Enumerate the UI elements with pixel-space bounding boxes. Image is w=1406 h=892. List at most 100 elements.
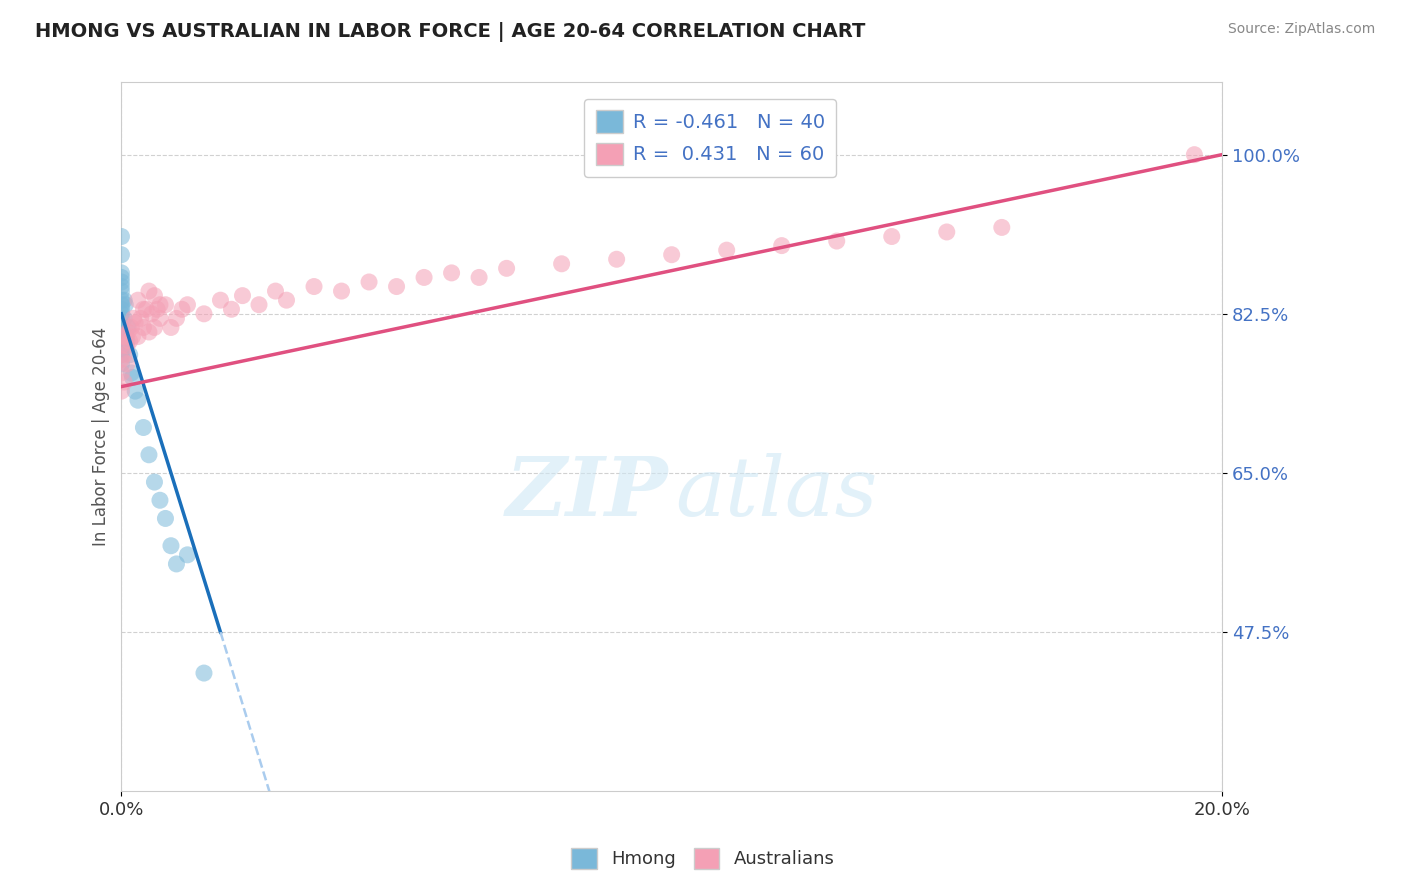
Point	[110, 311, 132, 326]
Y-axis label: In Labor Force | Age 20-64: In Labor Force | Age 20-64	[93, 327, 110, 546]
Point	[120, 366, 142, 380]
Point	[135, 302, 157, 317]
Point	[110, 325, 132, 339]
Point	[110, 339, 132, 353]
Point	[606, 252, 628, 267]
Point	[770, 238, 793, 252]
Point	[170, 302, 193, 317]
Point	[440, 266, 463, 280]
Point	[115, 329, 138, 343]
Point	[122, 311, 145, 326]
Point	[149, 311, 172, 326]
Point	[149, 493, 172, 508]
Point	[110, 384, 132, 398]
Point	[110, 329, 132, 343]
Point	[115, 329, 138, 343]
Point	[160, 320, 183, 334]
Point	[661, 248, 683, 262]
Point	[118, 348, 141, 362]
Point	[124, 316, 146, 330]
Point	[138, 325, 160, 339]
Point	[413, 270, 436, 285]
Point	[112, 375, 135, 389]
Point	[221, 302, 243, 317]
Point	[124, 384, 146, 398]
Point	[110, 348, 132, 362]
Point	[118, 334, 141, 348]
Point	[1182, 147, 1205, 161]
Point	[716, 243, 738, 257]
Point	[110, 298, 132, 312]
Point	[132, 302, 155, 317]
Text: Source: ZipAtlas.com: Source: ZipAtlas.com	[1227, 22, 1375, 37]
Text: HMONG VS AUSTRALIAN IN LABOR FORCE | AGE 20-64 CORRELATION CHART: HMONG VS AUSTRALIAN IN LABOR FORCE | AGE…	[35, 22, 866, 42]
Point	[115, 357, 138, 371]
Point	[138, 284, 160, 298]
Point	[114, 298, 136, 312]
Point	[112, 311, 135, 326]
Point	[138, 448, 160, 462]
Text: atlas: atlas	[675, 453, 877, 533]
Point	[110, 357, 132, 371]
Point	[110, 266, 132, 280]
Point	[110, 293, 132, 308]
Point	[146, 302, 169, 317]
Point	[357, 275, 380, 289]
Point	[127, 293, 149, 308]
Point	[550, 257, 572, 271]
Point	[127, 393, 149, 408]
Point	[468, 270, 491, 285]
Point	[110, 302, 132, 317]
Point	[132, 420, 155, 434]
Point	[110, 334, 132, 348]
Point	[330, 284, 353, 298]
Point	[176, 548, 198, 562]
Point	[121, 329, 143, 343]
Point	[385, 279, 408, 293]
Point	[110, 343, 132, 358]
Point	[110, 284, 132, 298]
Text: ZIP: ZIP	[506, 453, 668, 533]
Point	[132, 320, 155, 334]
Point	[127, 329, 149, 343]
Point	[110, 329, 132, 343]
Point	[209, 293, 232, 308]
Point	[143, 288, 166, 302]
Point	[110, 307, 132, 321]
Point	[155, 511, 177, 525]
Point	[110, 248, 132, 262]
Point	[495, 261, 517, 276]
Point	[160, 539, 183, 553]
Point	[247, 298, 270, 312]
Point	[117, 325, 139, 339]
Point	[115, 339, 138, 353]
Point	[166, 311, 188, 326]
Legend: Hmong, Australians: Hmong, Australians	[564, 840, 842, 876]
Point	[193, 666, 215, 681]
Point	[110, 279, 132, 293]
Point	[143, 475, 166, 489]
Point	[302, 279, 325, 293]
Point	[110, 229, 132, 244]
Point	[193, 307, 215, 321]
Point	[825, 234, 848, 248]
Point	[231, 288, 253, 302]
Point	[115, 334, 138, 348]
Point	[141, 307, 163, 321]
Point	[991, 220, 1014, 235]
Point	[110, 352, 132, 367]
Point	[121, 370, 143, 384]
Point	[117, 320, 139, 334]
Point	[112, 348, 135, 362]
Point	[176, 298, 198, 312]
Point	[166, 557, 188, 571]
Point	[129, 311, 152, 326]
Point	[149, 298, 172, 312]
Point	[120, 320, 142, 334]
Point	[935, 225, 957, 239]
Point	[276, 293, 298, 308]
Point	[110, 339, 132, 353]
Point	[264, 284, 287, 298]
Point	[110, 366, 132, 380]
Point	[110, 320, 132, 334]
